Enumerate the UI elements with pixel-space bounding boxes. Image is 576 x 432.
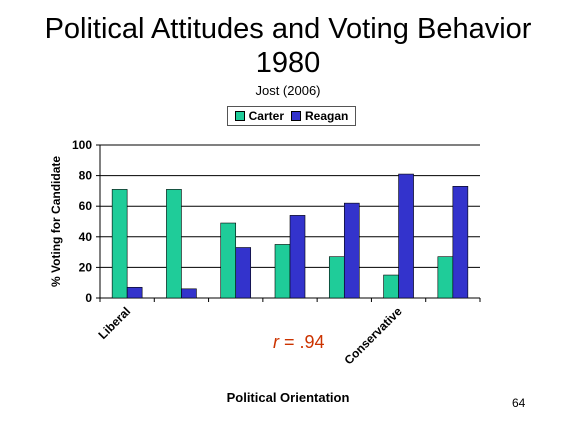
bar-reagan: [343, 202, 360, 299]
y-tick-label: 40: [79, 230, 93, 244]
correlation-symbol: r: [273, 332, 279, 352]
legend-label-reagan: Reagan: [305, 109, 349, 123]
legend-item-reagan: Reagan: [291, 109, 348, 123]
bar-reagan: [181, 288, 197, 299]
bar-carter: [166, 189, 182, 299]
bar-reagan: [398, 173, 414, 299]
title-line-2: 1980: [255, 47, 321, 79]
legend-label-carter: Carter: [248, 109, 284, 123]
chart-title: Political Attitudes and Voting Behavior …: [0, 12, 576, 80]
bar-reagan: [126, 286, 143, 299]
bar-reagan: [235, 247, 252, 299]
y-tick-label: 20: [79, 260, 93, 274]
bar-carter: [274, 244, 291, 299]
correlation-annotation: r = .94: [273, 332, 325, 353]
y-axis-title: % Voting for Candidate: [49, 156, 63, 287]
x-tick-label: Conservative: [341, 304, 404, 367]
correlation-value: = .94: [279, 332, 325, 352]
legend-item-carter: Carter: [234, 109, 284, 123]
legend-swatch-reagan: [291, 111, 301, 121]
y-tick-label: 80: [79, 169, 93, 183]
x-axis-title: Political Orientation: [226, 390, 350, 405]
bar-carter: [437, 256, 454, 299]
bar-reagan: [452, 186, 469, 299]
legend-swatch-carter: [234, 111, 245, 121]
y-tick-label: 0: [85, 291, 92, 305]
y-tick-label: 100: [72, 138, 92, 152]
bar-reagan: [289, 215, 306, 299]
bar-carter: [328, 256, 345, 299]
y-tick-label: 60: [79, 199, 93, 213]
slide-number: 64: [512, 396, 526, 410]
chart-legend: Carter Reagan: [227, 106, 356, 126]
bar-carter: [111, 189, 128, 299]
x-tick-label: Liberal: [96, 304, 134, 342]
bar-carter: [383, 274, 399, 299]
chart-subtitle: Jost (2006): [255, 83, 321, 98]
title-line-1: Political Attitudes and Voting Behavior: [44, 13, 532, 45]
bar-carter: [220, 222, 237, 299]
